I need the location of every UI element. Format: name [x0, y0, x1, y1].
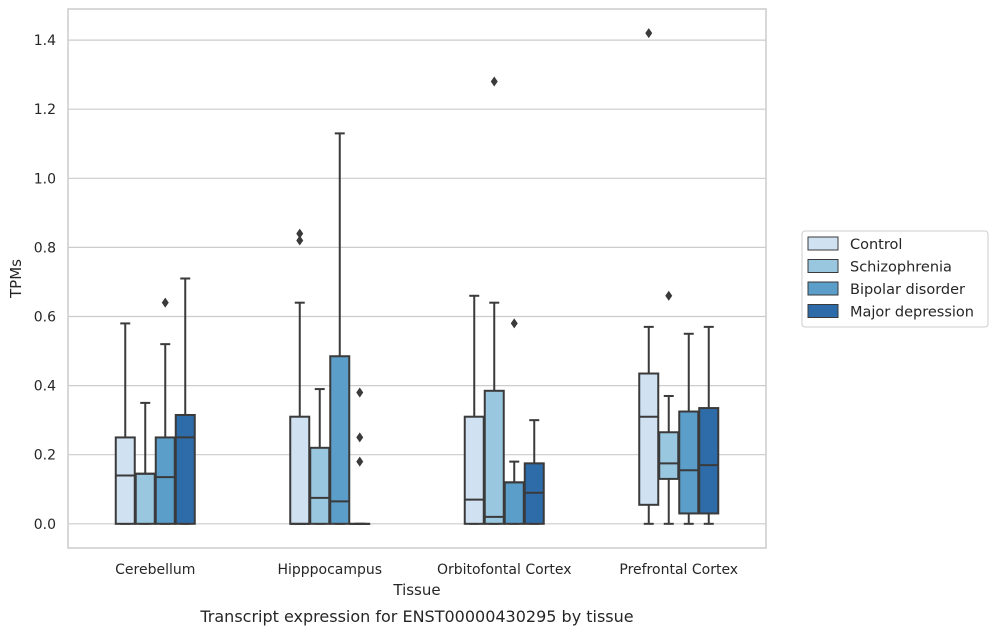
x-tick-labels: Cerebellum Hipppocampus Orbitofontal Corte…	[115, 562, 738, 578]
box-schizophrenia	[658, 290, 680, 525]
box-bipolar-disorder	[503, 318, 525, 525]
y-tick-label: 0.2	[34, 448, 56, 464]
y-tick-label: 1.2	[34, 102, 56, 118]
box-major-depression	[523, 419, 545, 525]
chart-caption: Transcript expression for ENST0000043029…	[199, 607, 633, 626]
iqr-box	[289, 415, 311, 525]
outlier-point	[645, 28, 653, 39]
outlier-point	[356, 456, 364, 467]
box-control	[114, 322, 136, 525]
outlier-point	[356, 432, 364, 443]
iqr-box	[463, 415, 485, 525]
iqr-box	[503, 481, 525, 525]
outlier-point	[161, 297, 169, 308]
legend-label: Major depression	[850, 305, 974, 321]
box-bipolar-disorder	[154, 297, 176, 525]
iqr-box	[329, 355, 351, 525]
iqr-box	[678, 410, 700, 515]
box-major-depression	[349, 387, 371, 525]
y-tick-labels: 0.0 0.2 0.4 0.6 0.8 1.0 1.2 1.4	[34, 33, 56, 533]
legend-swatch	[807, 304, 839, 318]
outlier-point	[296, 228, 304, 239]
iqr-box	[309, 446, 331, 525]
outlier-point	[356, 387, 364, 398]
iqr-box	[658, 431, 680, 480]
iqr-box	[174, 413, 196, 525]
legend-swatch	[807, 281, 839, 296]
box-schizophrenia	[134, 401, 156, 525]
x-tick-label: Hipppocampus	[277, 562, 382, 578]
y-tick-label: 0.6	[34, 310, 56, 326]
legend-frame	[801, 230, 989, 328]
legend-swatch	[807, 259, 839, 273]
box-control	[638, 28, 660, 525]
iqr-box	[154, 436, 176, 525]
iqr-box	[114, 436, 136, 525]
y-tick-label: 0.8	[34, 240, 56, 256]
outlier-point	[490, 76, 498, 87]
outlier-point	[510, 318, 518, 329]
y-axis-label: TPMs	[7, 259, 25, 299]
legend-label: Bipolar disorder	[850, 282, 965, 298]
box-schizophrenia	[483, 76, 505, 525]
box-major-depression	[174, 277, 196, 525]
plot-frame	[67, 8, 767, 549]
iqr-box	[134, 472, 156, 525]
outlier-point	[665, 290, 673, 301]
x-tick-label: Cerebellum	[115, 562, 195, 578]
box-control	[289, 228, 311, 525]
box-bipolar-disorder	[678, 332, 700, 525]
box-schizophrenia	[309, 388, 331, 525]
legend-label: Schizophrenia	[850, 260, 952, 276]
legend: Control Schizophrenia Bipolar disorder Majo…	[801, 230, 989, 328]
outlier-point	[296, 235, 304, 246]
box-control	[463, 294, 485, 525]
iqr-box	[698, 407, 720, 515]
iqr-box	[483, 389, 505, 525]
box-bipolar-disorder	[329, 132, 351, 525]
x-tick-label: Prefrontal Cortex	[619, 562, 738, 578]
y-tick-label: 1.0	[34, 171, 56, 187]
y-tick-label: 0.0	[34, 517, 56, 533]
box-groups	[114, 28, 720, 525]
x-tick-label: Orbitofontal Cortex	[437, 562, 572, 578]
y-tick-label: 0.4	[34, 379, 56, 395]
iqr-box	[638, 372, 660, 506]
legend-swatch	[807, 236, 839, 251]
x-axis-label: Tissue	[392, 581, 440, 599]
box-major-depression	[698, 325, 720, 525]
y-tick-label: 1.4	[34, 33, 56, 49]
legend-label: Control	[850, 237, 902, 253]
